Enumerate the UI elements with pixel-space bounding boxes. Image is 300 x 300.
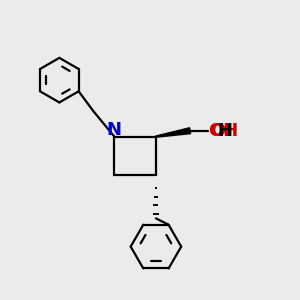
Text: H: H (218, 122, 233, 140)
Text: O: O (210, 122, 225, 140)
Text: OH: OH (208, 122, 238, 140)
Text: N: N (107, 121, 122, 139)
Polygon shape (156, 128, 190, 137)
